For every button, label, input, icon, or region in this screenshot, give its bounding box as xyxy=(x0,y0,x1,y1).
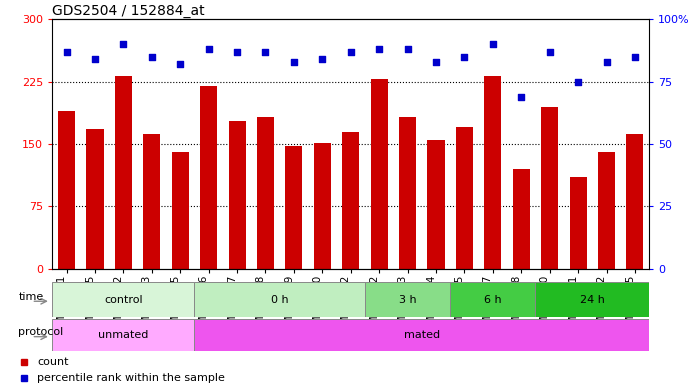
Point xyxy=(402,46,413,52)
Bar xyxy=(228,121,246,269)
Text: 3 h: 3 h xyxy=(399,295,417,305)
Bar xyxy=(513,169,530,269)
Point xyxy=(431,59,442,65)
Text: control: control xyxy=(104,295,142,305)
Bar xyxy=(371,79,387,269)
Text: GDS2504 / 152884_at: GDS2504 / 152884_at xyxy=(52,4,205,18)
Text: 0 h: 0 h xyxy=(271,295,288,305)
Bar xyxy=(450,282,535,317)
Text: unmated: unmated xyxy=(98,330,149,340)
Point xyxy=(174,61,186,67)
Bar xyxy=(285,146,302,269)
Bar xyxy=(456,127,473,269)
Bar xyxy=(314,143,331,269)
Point xyxy=(345,49,356,55)
Bar xyxy=(200,86,217,269)
Point xyxy=(89,56,101,62)
Point xyxy=(288,59,299,65)
Point xyxy=(487,41,498,47)
Text: 24 h: 24 h xyxy=(580,295,604,305)
Bar xyxy=(143,134,161,269)
Bar xyxy=(52,282,195,317)
Point xyxy=(146,54,157,60)
Point xyxy=(544,49,555,55)
Point xyxy=(516,94,527,100)
Bar xyxy=(195,282,365,317)
Bar xyxy=(195,319,649,351)
Text: 6 h: 6 h xyxy=(484,295,502,305)
Point xyxy=(260,49,271,55)
Bar xyxy=(626,134,644,269)
Text: mated: mated xyxy=(403,330,440,340)
Point xyxy=(118,41,129,47)
Bar xyxy=(399,118,416,269)
Bar xyxy=(484,76,501,269)
Bar xyxy=(87,129,103,269)
Bar xyxy=(427,140,445,269)
Bar xyxy=(570,177,586,269)
Bar xyxy=(365,282,450,317)
Bar xyxy=(535,282,649,317)
Point xyxy=(317,56,328,62)
Point xyxy=(572,79,584,85)
Text: percentile rank within the sample: percentile rank within the sample xyxy=(38,373,225,383)
Point xyxy=(630,54,641,60)
Text: protocol: protocol xyxy=(18,328,64,338)
Point xyxy=(232,49,243,55)
Bar xyxy=(172,152,188,269)
Point xyxy=(203,46,214,52)
Text: count: count xyxy=(38,357,69,367)
Text: time: time xyxy=(18,292,43,302)
Point xyxy=(459,54,470,60)
Bar xyxy=(598,152,615,269)
Bar xyxy=(541,107,558,269)
Bar xyxy=(342,132,359,269)
Point xyxy=(373,46,385,52)
Bar xyxy=(52,319,195,351)
Bar xyxy=(257,118,274,269)
Bar xyxy=(115,76,132,269)
Bar xyxy=(58,111,75,269)
Point xyxy=(601,59,612,65)
Point xyxy=(61,49,72,55)
